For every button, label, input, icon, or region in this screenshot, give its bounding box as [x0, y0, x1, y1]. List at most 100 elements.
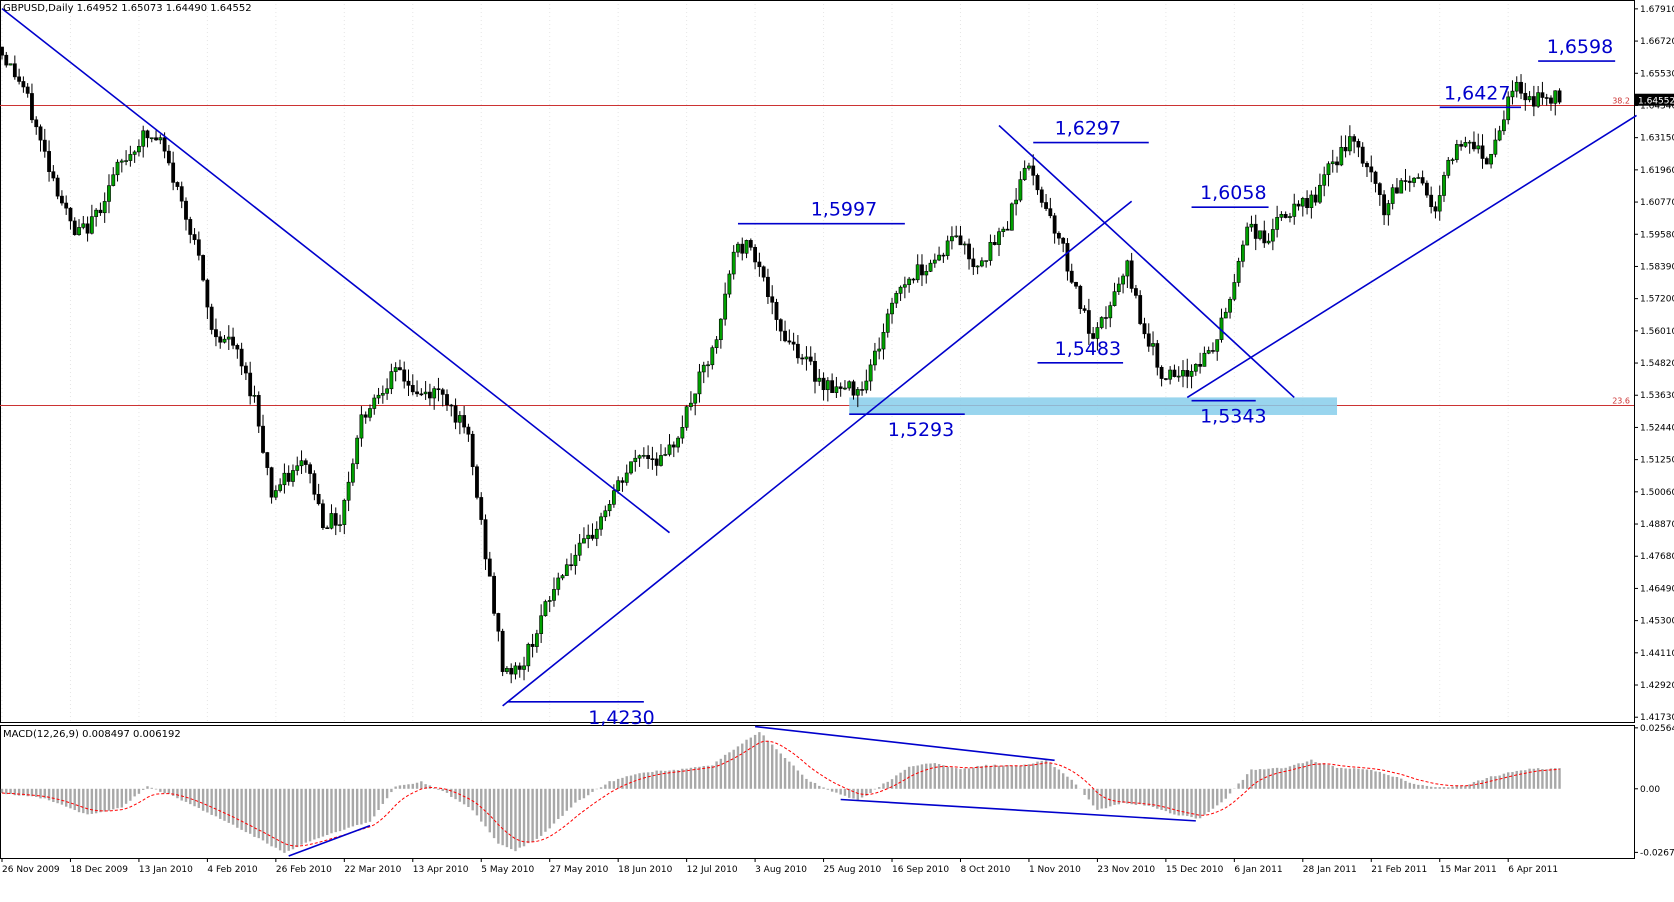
candle-body	[1129, 260, 1134, 289]
candle-body	[577, 542, 582, 556]
date-tick-label: 13 Apr 2010	[413, 865, 469, 875]
candle-body	[979, 260, 984, 267]
candle-body	[372, 397, 377, 409]
candle-body	[162, 137, 167, 152]
candle-body	[1052, 215, 1057, 234]
candle-body	[368, 408, 372, 418]
candle-body	[992, 242, 997, 245]
candle-body	[419, 393, 424, 396]
candle-body	[1142, 323, 1147, 335]
date-tick-label: 15 Dec 2010	[1166, 865, 1224, 875]
macd-histogram	[0, 732, 1561, 853]
candle-body	[774, 301, 779, 320]
candle-body	[487, 558, 492, 577]
candle-body	[560, 575, 565, 579]
price-level-label: 1,6598	[1547, 36, 1613, 58]
candle-body	[967, 243, 971, 260]
date-tick-label: 26 Feb 2010	[276, 865, 332, 875]
candle-body	[333, 513, 338, 526]
candle-body	[1262, 230, 1267, 244]
candle-body	[226, 336, 231, 340]
candle-body	[1163, 378, 1168, 380]
candle-body	[303, 460, 308, 465]
candle-body	[795, 343, 800, 359]
macd-header: MACD(12,26,9) 0.008497 0.006192	[3, 729, 181, 740]
candle-body	[25, 86, 30, 94]
candle-body	[389, 371, 394, 390]
candle-body	[312, 473, 317, 495]
candle-body	[1476, 145, 1481, 150]
candle-body	[338, 524, 342, 526]
candle-body	[85, 223, 90, 234]
candle-body	[265, 452, 270, 468]
candle-body	[393, 367, 398, 372]
candle-body	[1074, 281, 1078, 287]
candle-body	[868, 364, 873, 382]
candle-body	[564, 564, 569, 576]
date-axis: 26 Nov 2009 18 Dec 2009 13 Jan 2010 4 Feb 2…	[1, 858, 1558, 875]
current-price-box	[1635, 93, 1674, 106]
candle-body	[1018, 179, 1023, 201]
candle-body	[671, 444, 676, 448]
candle-body	[663, 454, 668, 456]
candle-body	[196, 239, 201, 256]
candle-body	[308, 464, 312, 474]
candle-body	[231, 336, 235, 346]
candle-body	[376, 394, 381, 399]
candle-body	[1228, 298, 1232, 313]
price-level-label: 1,4230	[588, 707, 654, 729]
candle-body	[1296, 203, 1301, 207]
candle-body	[0, 46, 4, 56]
candle-body	[873, 350, 877, 366]
candle-body	[141, 130, 146, 147]
candle-body	[1326, 163, 1331, 176]
candle-body	[1330, 161, 1335, 165]
candle-body	[1146, 333, 1151, 347]
grid-layer	[1, 4, 1509, 721]
candle-body	[800, 357, 805, 360]
candle-body	[1459, 144, 1464, 147]
candle-body	[466, 426, 471, 435]
candle-body	[522, 665, 526, 670]
candle-body	[188, 219, 193, 235]
candle-body	[731, 251, 736, 275]
candle-body	[851, 381, 856, 396]
candle-body	[346, 481, 351, 501]
candle-body	[1305, 198, 1309, 208]
candle-body	[137, 145, 141, 153]
candle-body	[847, 381, 852, 389]
candle-body	[620, 480, 625, 483]
trendline	[998, 124, 1295, 398]
trendline	[1, 7, 671, 534]
macd-tick-label: 0.00	[1640, 785, 1660, 795]
macd-trendlines[interactable]	[288, 725, 1196, 857]
price-tick-label: 1.52440	[1640, 423, 1674, 433]
candle-body	[761, 266, 766, 278]
candle-body	[1035, 175, 1040, 191]
candle-body	[423, 391, 428, 395]
candle-body	[359, 414, 364, 439]
trendlines[interactable]	[1, 7, 1637, 707]
candle-body	[1429, 194, 1434, 207]
price-level-label: 1,5293	[888, 419, 954, 441]
candle-body	[1352, 136, 1357, 142]
candle-body	[325, 527, 330, 529]
current-price-label: 1.64552	[1638, 97, 1674, 107]
candle-body	[453, 405, 458, 423]
date-tick-label: 16 Sep 2010	[892, 865, 949, 875]
candle-body	[363, 414, 368, 418]
candle-body	[1489, 153, 1493, 165]
price-tick-label: 1.50060	[1640, 488, 1674, 498]
candle-body	[500, 630, 505, 672]
trendline	[502, 200, 1133, 707]
candle-body	[667, 444, 672, 455]
candle-body	[907, 278, 912, 285]
candle-body	[299, 460, 304, 467]
macd-panel-frame	[0, 725, 1635, 859]
candle-body	[1069, 270, 1074, 283]
candle-body	[1275, 217, 1280, 230]
price-tick-label: 1.59580	[1640, 230, 1674, 240]
candle-body	[1544, 97, 1549, 99]
